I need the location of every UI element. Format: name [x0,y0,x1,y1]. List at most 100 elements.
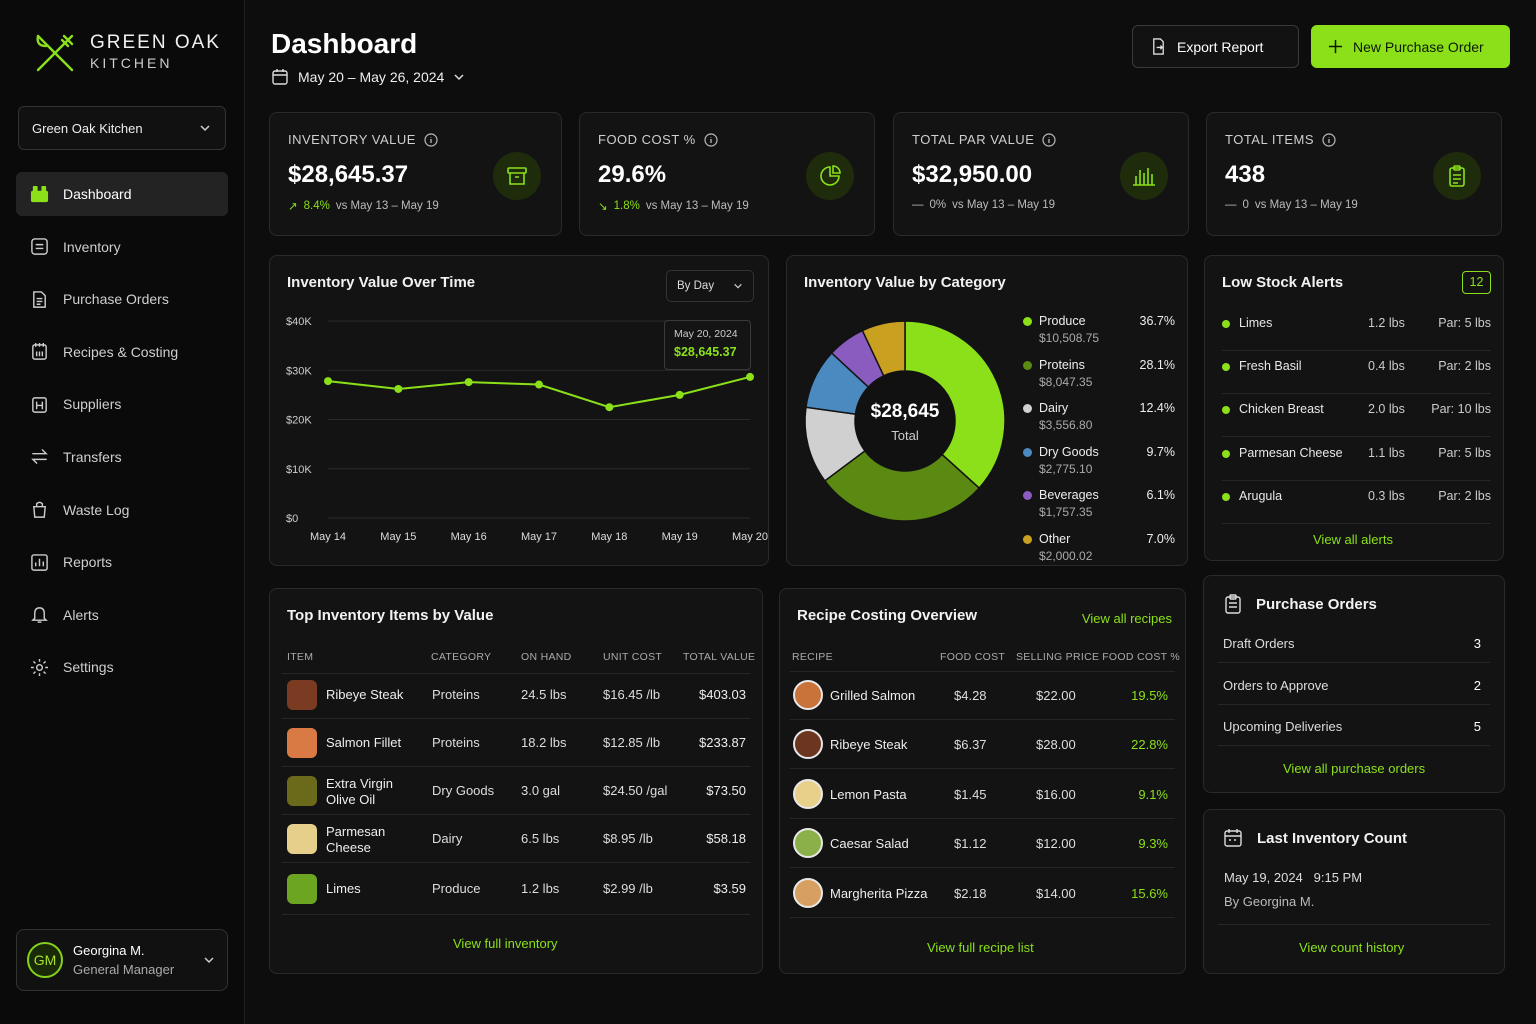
legend-amount: $10,508.75 [1039,331,1100,345]
data-point[interactable] [535,380,543,389]
item-unit-cost: $24.50 /gal [603,783,668,798]
low-stock-row[interactable]: Arugula 0.3 lbs Par: 2 lbs [1222,481,1491,524]
new-purchase-order-button[interactable]: New Purchase Order [1311,25,1510,68]
column-header: FOOD COST % [1102,651,1180,663]
low-stock-row[interactable]: Limes 1.2 lbs Par: 5 lbs [1222,308,1491,351]
sidebar-item-waste-log[interactable]: Waste Log [16,488,228,532]
user-name: Georgina M. [73,943,145,958]
inventory-by-category-card: Inventory Value by Category $28,645 Tota… [786,255,1188,566]
recipe-selling-price: $28.00 [1036,737,1076,753]
data-point[interactable] [605,403,614,412]
sidebar-item-reports[interactable]: Reports [16,540,228,584]
alert-item-par: Par: 2 lbs [1438,359,1491,374]
sidebar-item-alerts[interactable]: Alerts [16,593,228,637]
view-full-inventory-link[interactable]: View full inventory [453,936,558,951]
sidebar-item-transfers[interactable]: Transfers [16,435,228,479]
kpi-card-total-items: TOTAL ITEMS 438 — 0 vs May 13 – May 19 [1206,112,1502,236]
sidebar-item-settings[interactable]: Settings [16,645,228,689]
divider [790,671,1175,672]
info-icon[interactable] [704,132,718,147]
legend-percent: 36.7% [1139,314,1175,328]
po-row[interactable]: Draft Orders 3 [1223,636,1487,656]
data-point[interactable] [324,377,332,386]
alert-item-name: Parmesan Cheese [1239,445,1343,460]
table-row[interactable]: Ribeye Steak $6.37 $28.00 22.8% [780,724,1185,772]
sidebar-item-label: Waste Log [63,501,130,518]
main-content: Dashboard May 20 – May 26, 2024 Export R… [245,0,1536,1024]
period-select[interactable]: By Day [666,270,754,302]
document-icon [33,290,46,308]
view-all-recipes-link[interactable]: View all recipes [1081,611,1172,626]
trend-flat-icon: — [912,199,924,211]
sidebar-item-suppliers[interactable]: Suppliers [16,382,228,426]
low-stock-row[interactable]: Fresh Basil 0.4 lbs Par: 2 lbs [1222,351,1491,395]
table-row[interactable]: Limes Produce 1.2 lbs $2.99 /lb $3.59 [270,868,762,916]
y-tick-label: $30K [286,365,312,377]
calendar-icon [272,69,288,85]
item-on-hand: 24.5 lbs [521,687,567,702]
brand-logo[interactable]: GREEN OAK KITCHEN [34,32,221,74]
low-stock-row[interactable]: Chicken Breast 2.0 lbs Par: 10 lbs [1222,394,1491,438]
top-inventory-items-card: Top Inventory Items by Value ITEM CATEGOR… [269,588,763,974]
view-all-alerts-link[interactable]: View all alerts [1313,532,1393,547]
sidebar-item-label: Dashboard [63,186,132,202]
chevron-down-icon [200,125,210,132]
status-dot [1222,449,1230,458]
x-tick-label: May 18 [591,531,627,543]
alert-item-par: Par: 5 lbs [1438,316,1491,330]
export-report-button[interactable]: Export Report [1132,25,1299,68]
low-stock-row[interactable]: Parmesan Cheese 1.1 lbs Par: 5 lbs [1222,438,1491,481]
alert-item-name: Limes [1239,316,1273,330]
data-point[interactable] [675,390,684,399]
sidebar-item-inventory[interactable]: Inventory [16,225,228,269]
divider [1218,703,1490,705]
po-row[interactable]: Upcoming Deliveries 5 [1223,719,1487,739]
status-dot [1222,363,1230,372]
table-row[interactable]: Margherita Pizza $2.18 $14.00 15.6% [780,873,1185,921]
date-range-picker[interactable]: May 20 – May 26, 2024 [271,68,465,86]
table-row[interactable]: Salmon Fillet Proteins 18.2 lbs $12.85 /lb $… [270,722,762,770]
po-label: Orders to Approve [1223,677,1329,693]
kpi-card-total-par-value: TOTAL PAR VALUE $32,950.00 — 0% vs May 13 … [893,112,1189,236]
sidebar-item-purchase-orders[interactable]: Purchase Orders [16,277,228,321]
data-point[interactable] [464,378,473,387]
y-tick-label: $40K [286,316,312,328]
table-row[interactable]: Extra Virgin Olive Oil Dry Goods 3.0 gal $2… [270,770,762,818]
table-row[interactable]: Parmesan Cheese Dairy 6.5 lbs $8.95 /lb $58.… [270,818,762,866]
info-icon[interactable] [1042,132,1056,147]
divider [790,817,1175,819]
item-total-value: $403.03 [699,687,746,702]
export-report-label: Export Report [1177,38,1264,55]
table-row[interactable]: Lemon Pasta $1.45 $16.00 9.1% [780,774,1185,822]
table-row[interactable]: Grilled Salmon $4.28 $22.00 19.5% [780,675,1185,723]
info-icon[interactable] [1322,132,1336,147]
view-count-history-link[interactable]: View count history [1299,940,1405,955]
view-full-recipe-list-link[interactable]: View full recipe list [927,940,1034,955]
table-row[interactable]: Ribeye Steak Proteins 24.5 lbs $16.45 /lb $4… [270,674,762,722]
user-menu[interactable]: GM Georgina M. General Manager [16,929,228,991]
column-header: ITEM [287,651,314,663]
brand-line2: KITCHEN [90,55,173,71]
recipe-selling-price: $14.00 [1036,885,1076,901]
sidebar-item-dashboard[interactable]: Dashboard [16,172,228,216]
recipe-food-cost: $4.28 [954,688,987,703]
legend-dot [1023,491,1032,500]
sidebar-item-recipes[interactable]: Recipes & Costing [16,330,228,374]
data-point[interactable] [746,372,754,381]
status-dot [1222,492,1230,501]
item-thumbnail [287,874,317,904]
sidebar-item-label: Suppliers [63,396,122,413]
box-icon [493,152,541,200]
legend-dot [1023,360,1032,370]
info-icon[interactable] [424,132,438,147]
data-point[interactable] [394,384,403,393]
table-row[interactable]: Caesar Salad $1.12 $12.00 9.3% [780,823,1185,871]
org-selector[interactable]: Green Oak Kitchen [18,106,226,150]
po-count: 3 [1473,636,1481,651]
recipe-name: Grilled Salmon [830,688,916,703]
po-row[interactable]: Orders to Approve 2 [1223,678,1487,698]
item-unit-cost: $12.85 /lb [603,735,661,750]
view-all-purchase-orders-link[interactable]: View all purchase orders [1283,761,1426,776]
column-header: CATEGORY [431,651,492,663]
recipe-food-cost: $1.12 [954,836,987,852]
